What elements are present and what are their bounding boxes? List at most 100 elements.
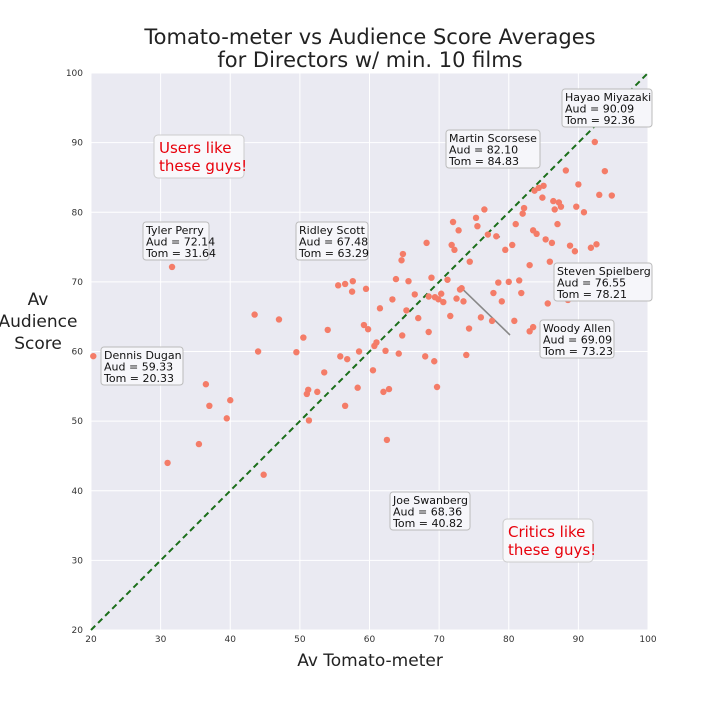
data-point	[608, 192, 615, 199]
data-point	[490, 289, 497, 297]
data-point	[481, 206, 488, 213]
data-point	[428, 274, 435, 281]
callout-text: Users like	[159, 139, 232, 157]
annotation-text: Hayao Miyazaki	[565, 91, 651, 104]
data-point	[293, 348, 300, 356]
annotation-box	[539, 319, 615, 359]
data-point	[465, 325, 473, 332]
annotation-box	[445, 129, 541, 169]
annotation-text: Dennis Dugan	[104, 349, 182, 362]
annotation-text: Joe Swanberg	[392, 494, 468, 507]
annotation-text: Tom = 40.82	[392, 517, 463, 530]
data-point	[321, 369, 328, 376]
x-axis-label: Av Tomato-meter	[297, 651, 443, 671]
data-point	[425, 293, 432, 300]
data-point	[392, 275, 400, 283]
data-point	[548, 239, 556, 247]
data-point	[566, 242, 574, 249]
y-axis-label-line-3: Score	[14, 334, 62, 354]
annotation-text: Tom = 31.64	[145, 247, 216, 260]
annotation-text: Tom = 78.21	[556, 288, 627, 301]
data-point	[484, 231, 492, 238]
annotation-text: Martin Scorsese	[449, 132, 537, 145]
data-point	[440, 298, 447, 306]
data-point	[399, 250, 407, 258]
annotation-text: Aud = 69.09	[543, 334, 612, 347]
y-axis-label: Av Audience Score	[0, 290, 77, 354]
data-point	[403, 307, 410, 314]
data-point	[447, 312, 454, 320]
data-point	[431, 358, 438, 365]
data-point	[395, 350, 402, 357]
data-point	[551, 206, 558, 213]
data-point	[546, 258, 554, 265]
data-point	[260, 471, 267, 478]
chart-title-line-1: Tomato-meter vs Audience Score Averages	[143, 25, 595, 49]
data-point	[337, 353, 344, 360]
data-point	[587, 244, 595, 251]
data-point	[355, 348, 363, 355]
data-point	[362, 285, 370, 293]
data-point	[383, 436, 391, 444]
y-tick-label: 30	[72, 556, 84, 566]
data-point	[382, 347, 389, 355]
data-point	[344, 355, 351, 363]
data-point	[535, 184, 542, 192]
y-tick-label: 40	[72, 487, 84, 497]
callout-text: these guys!	[159, 157, 247, 175]
annotation-text: Tom = 73.23	[542, 345, 613, 358]
x-tick-labels: 20 30 40 50 60 70 80 90 100	[85, 635, 657, 645]
annotation-box	[142, 221, 210, 261]
data-point	[398, 257, 405, 264]
data-point	[539, 194, 546, 201]
data-point	[453, 295, 460, 302]
data-point	[168, 263, 176, 271]
data-point	[529, 323, 537, 331]
annotation-text: Tom = 63.29	[298, 247, 369, 260]
y-tick-label: 60	[72, 348, 84, 358]
data-point	[498, 298, 505, 305]
data-point	[223, 415, 230, 422]
data-point	[348, 288, 356, 295]
data-points	[90, 138, 615, 478]
y-tick-label: 20	[72, 626, 84, 636]
callout-background	[153, 134, 245, 179]
data-point	[463, 351, 470, 359]
annotation-box	[553, 262, 653, 302]
annotation-box	[100, 346, 184, 386]
data-point	[449, 218, 457, 226]
x-tick-label: 40	[225, 635, 237, 645]
data-point	[488, 317, 496, 325]
annotation-box	[389, 491, 471, 531]
data-point	[596, 191, 603, 199]
data-point	[519, 210, 526, 217]
data-point	[423, 239, 430, 247]
annotation-text: Aud = 68.36	[393, 506, 462, 519]
annotation-text: Aud = 72.14	[146, 236, 215, 249]
y-tick-label: 90	[72, 139, 84, 149]
annotation-text: Ridley Scott	[299, 224, 366, 237]
data-point	[562, 167, 570, 174]
annotation-text: Tyler Perry	[145, 224, 204, 237]
data-point	[542, 236, 549, 243]
data-point	[433, 383, 441, 391]
x-tick-label: 90	[573, 635, 585, 645]
data-point	[389, 296, 396, 303]
data-point	[591, 138, 599, 146]
data-point	[575, 181, 582, 188]
data-point	[580, 209, 588, 216]
data-point	[593, 241, 600, 248]
data-point	[385, 385, 393, 393]
y-tick-labels: 20 30 40 50 60 70 80 90 100	[66, 69, 83, 636]
data-point	[512, 220, 519, 228]
y-tick-label: 50	[72, 417, 84, 427]
annotation-box	[295, 221, 369, 261]
data-point	[438, 290, 445, 297]
x-tick-label: 70	[433, 635, 445, 645]
